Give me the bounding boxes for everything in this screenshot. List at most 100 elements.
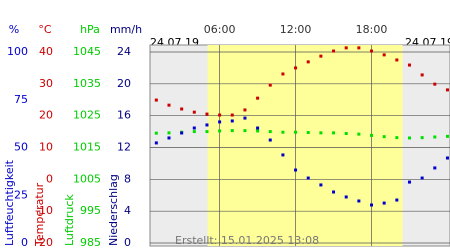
data-point: [332, 49, 336, 53]
data-point: [433, 82, 437, 86]
data-point: [281, 72, 285, 76]
data-point: [192, 110, 196, 114]
data-point: [205, 112, 209, 116]
y-tick-label: 30: [39, 77, 53, 90]
y-tick-label: 1035: [73, 77, 101, 90]
data-point: [281, 153, 285, 157]
data-point: [167, 136, 171, 140]
data-point: [154, 141, 158, 145]
y-tick-label: 1005: [73, 172, 101, 185]
data-point: [357, 132, 361, 136]
data-point: [218, 113, 222, 117]
data-point: [382, 135, 386, 139]
data-point: [230, 129, 234, 133]
data-point: [306, 60, 310, 64]
y-tick-label: 995: [80, 204, 101, 217]
data-point: [407, 136, 411, 140]
data-point: [382, 201, 386, 205]
data-point: [357, 199, 361, 203]
x-tick-label: 12:00: [280, 23, 312, 36]
data-point: [268, 83, 272, 87]
y-tick-label: -10: [35, 204, 53, 217]
data-point: [167, 103, 171, 107]
x-tick-label: 18:00: [356, 23, 388, 36]
data-point: [256, 126, 260, 130]
data-point: [395, 136, 399, 140]
y-tick-label: 1015: [73, 141, 101, 154]
y-tick-label: 75: [14, 93, 28, 106]
axis-unit: %: [9, 23, 19, 36]
axis-unit: mm/h: [110, 23, 142, 36]
data-point: [319, 131, 323, 135]
data-point: [154, 131, 158, 135]
data-point: [344, 195, 348, 199]
y-tick-label: 1045: [73, 45, 101, 58]
data-point: [294, 130, 298, 134]
data-point: [420, 136, 424, 140]
axis-title: Luftdruck: [63, 194, 76, 246]
data-point: [395, 198, 399, 202]
data-point: [344, 46, 348, 50]
data-point: [370, 49, 374, 53]
data-point: [192, 130, 196, 134]
y-tick-label: 10: [39, 141, 53, 154]
data-point: [382, 53, 386, 57]
data-point: [192, 126, 196, 130]
data-point: [344, 131, 348, 135]
data-point: [370, 133, 374, 137]
data-point: [218, 129, 222, 133]
data-point: [256, 96, 260, 100]
y-tick-label: 12: [117, 141, 131, 154]
y-tick-label: 24: [117, 45, 131, 58]
y-tick-label: -20: [35, 236, 53, 249]
y-tick-label: 8: [124, 172, 131, 185]
data-point: [433, 166, 437, 170]
y-tick-label: 4: [124, 204, 131, 217]
y-tick-label: 25: [14, 188, 28, 201]
axis-title: Niederschlag: [107, 174, 120, 246]
y-tick-label: 16: [117, 109, 131, 122]
data-point: [445, 134, 449, 138]
data-point: [154, 98, 158, 102]
data-point: [407, 180, 411, 184]
y-tick-label: 0: [124, 236, 131, 249]
data-point: [294, 66, 298, 70]
y-tick-label: 50: [14, 141, 28, 154]
data-point: [205, 130, 209, 134]
data-point: [180, 131, 184, 135]
data-point: [294, 168, 298, 172]
data-point: [319, 54, 323, 58]
y-tick-label: 0: [21, 236, 28, 249]
axis-title: Temperatur: [33, 182, 46, 247]
data-point: [319, 183, 323, 187]
data-point: [332, 190, 336, 194]
data-point: [218, 120, 222, 124]
data-point: [332, 131, 336, 135]
data-point: [407, 63, 411, 67]
data-point: [420, 176, 424, 180]
axis-unit: hPa: [80, 23, 100, 36]
data-point: [445, 156, 449, 160]
y-tick-label: 985: [80, 236, 101, 249]
y-tick-label: 100: [7, 45, 28, 58]
y-tick-label: 0: [46, 172, 53, 185]
daylight-band: [207, 45, 403, 246]
axis-unit: °C: [38, 23, 52, 36]
data-point: [281, 130, 285, 134]
data-point: [445, 88, 449, 92]
data-point: [370, 203, 374, 207]
data-point: [420, 73, 424, 77]
data-point: [306, 176, 310, 180]
data-point: [256, 129, 260, 133]
data-point: [433, 135, 437, 139]
data-point: [167, 131, 171, 135]
data-point: [268, 130, 272, 134]
y-tick-label: 20: [117, 77, 131, 90]
data-point: [243, 129, 247, 133]
data-point: [357, 46, 361, 50]
data-point: [268, 138, 272, 142]
y-tick-label: 1025: [73, 109, 101, 122]
x-tick-label: 06:00: [204, 23, 236, 36]
y-tick-label: 20: [39, 109, 53, 122]
